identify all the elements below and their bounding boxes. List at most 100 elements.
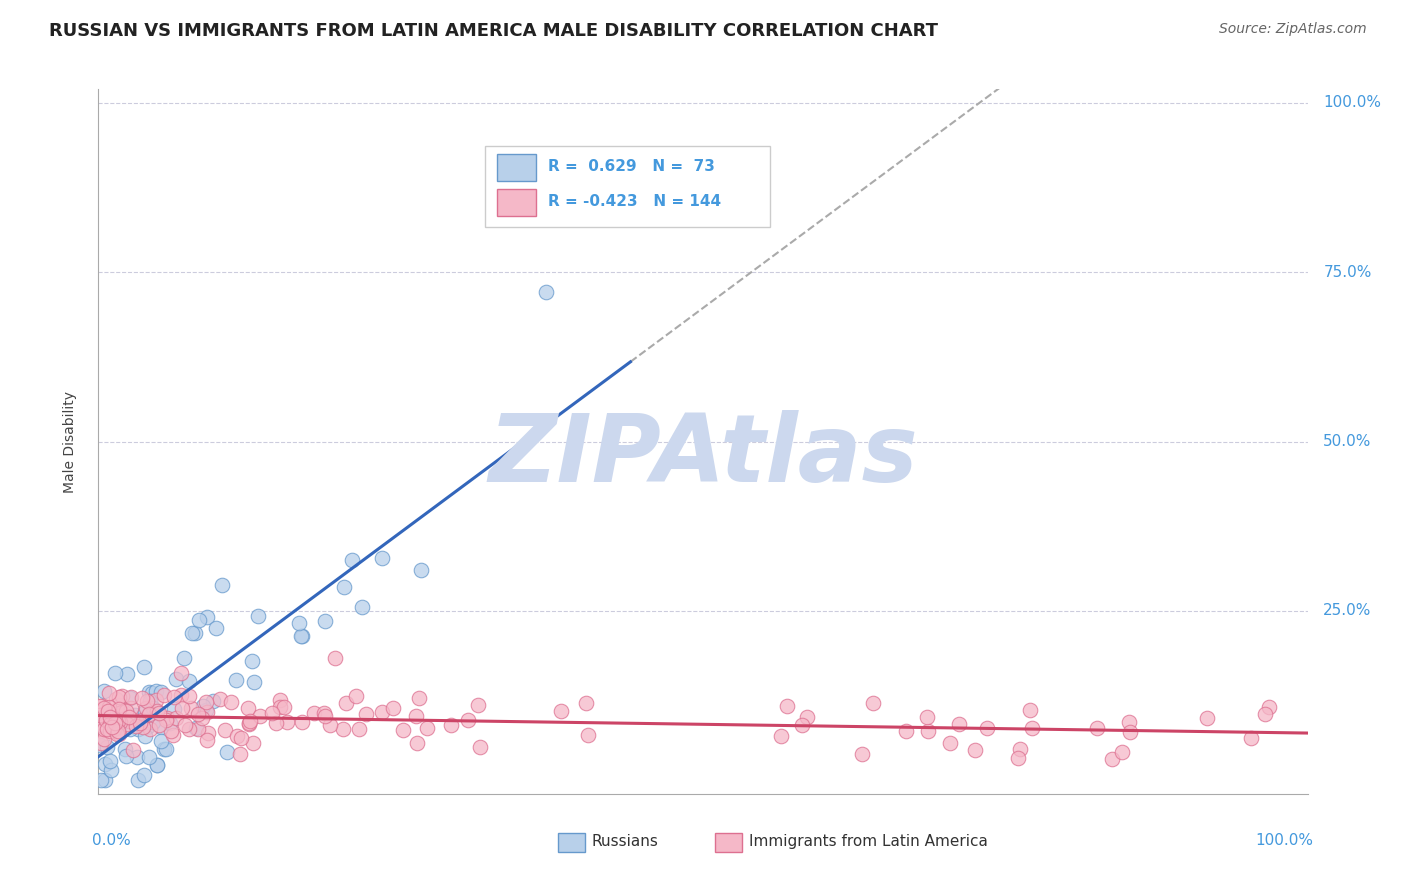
Point [97, 705, 120, 719]
Point [107, 720, 129, 734]
Point [291, 714, 314, 729]
Point [135, 701, 157, 715]
Point [96, 740, 118, 755]
Point [211, 578, 233, 592]
Point [371, 705, 394, 719]
Point [94, 772, 117, 787]
Point [132, 721, 155, 735]
Point [121, 712, 143, 726]
Point [148, 706, 170, 721]
Point [139, 722, 162, 736]
Point [120, 701, 142, 715]
Point [89, 698, 111, 713]
Point [93, 731, 115, 746]
Point [150, 720, 173, 734]
Bar [558, 832, 585, 853]
Point [131, 691, 153, 706]
Point [125, 749, 148, 764]
Point [792, 718, 814, 732]
Point [197, 726, 219, 740]
Point [98, 723, 121, 738]
Bar [498, 189, 536, 216]
Point [145, 693, 167, 707]
Point [101, 720, 124, 734]
Point [406, 736, 429, 750]
Point [1111, 745, 1133, 759]
Point [195, 732, 218, 747]
Point [89, 738, 111, 752]
Text: Source: ZipAtlas.com: Source: ZipAtlas.com [1219, 22, 1367, 37]
Point [290, 629, 312, 643]
Point [173, 717, 195, 731]
Point [1195, 711, 1218, 725]
Point [177, 674, 200, 689]
Point [98, 710, 121, 724]
Point [115, 667, 138, 681]
Point [208, 692, 231, 706]
Point [468, 740, 491, 755]
Point [219, 695, 242, 709]
Point [371, 551, 394, 566]
Point [1019, 702, 1042, 716]
Point [159, 723, 181, 738]
Text: 25.0%: 25.0% [1323, 603, 1372, 618]
Point [335, 696, 357, 710]
Point [162, 728, 184, 742]
Point [89, 714, 111, 729]
Point [142, 715, 165, 730]
Point [1007, 751, 1029, 765]
Point [107, 724, 129, 739]
Point [181, 626, 204, 640]
Point [136, 693, 159, 707]
Point [145, 683, 167, 698]
Point [93, 722, 115, 736]
Point [243, 675, 266, 690]
Point [575, 697, 598, 711]
Point [1254, 707, 1277, 722]
Point [1101, 752, 1123, 766]
Point [344, 689, 367, 703]
Bar [716, 832, 742, 853]
Point [1008, 742, 1031, 756]
Point [225, 729, 247, 743]
Point [165, 711, 187, 725]
Point [340, 553, 363, 567]
Point [98, 754, 121, 768]
Point [291, 630, 314, 644]
Point [100, 763, 122, 777]
Point [98, 717, 121, 731]
Point [94, 713, 117, 727]
Text: R =  0.629   N =  73: R = 0.629 N = 73 [548, 159, 716, 174]
Point [440, 718, 463, 732]
Point [159, 715, 181, 730]
Text: Russians: Russians [592, 834, 658, 849]
Point [127, 772, 149, 787]
Point [249, 709, 271, 723]
Point [323, 651, 346, 665]
Point [120, 691, 142, 706]
Point [187, 722, 209, 736]
Point [201, 694, 224, 708]
Point [416, 722, 439, 736]
Point [1240, 731, 1263, 745]
Text: 50.0%: 50.0% [1323, 434, 1372, 449]
Point [110, 700, 132, 714]
Text: Immigrants from Latin America: Immigrants from Latin America [749, 834, 988, 849]
Point [117, 710, 139, 724]
Point [776, 699, 799, 714]
Point [93, 684, 115, 698]
Point [191, 699, 214, 714]
Point [894, 724, 917, 739]
Point [155, 714, 177, 728]
Text: 100.0%: 100.0% [1323, 95, 1381, 111]
Point [172, 700, 194, 714]
Text: RUSSIAN VS IMMIGRANTS FROM LATIN AMERICA MALE DISABILITY CORRELATION CHART: RUSSIAN VS IMMIGRANTS FROM LATIN AMERICA… [49, 22, 938, 40]
Point [163, 690, 186, 705]
Point [391, 723, 413, 737]
Point [107, 690, 129, 705]
Point [242, 736, 264, 750]
Point [105, 726, 128, 740]
Point [108, 698, 131, 713]
Point [139, 694, 162, 708]
Point [93, 701, 115, 715]
